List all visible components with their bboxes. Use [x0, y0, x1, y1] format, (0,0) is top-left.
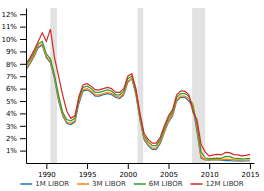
y-tick-mark: [20, 151, 26, 152]
y-tick-mark: [20, 101, 26, 102]
y-axis-line: [26, 9, 27, 164]
x-tick-mark: [87, 163, 88, 169]
y-tick-label: 2%: [6, 135, 17, 143]
marks: [26, 8, 250, 163]
shaded-band: [138, 8, 144, 163]
legend-swatch: [77, 183, 89, 185]
x-tick-label: 2015: [242, 171, 260, 179]
x-tick-mark: [128, 163, 129, 169]
y-tick-label: 4%: [6, 110, 17, 118]
y-tick-mark: [20, 27, 26, 28]
legend-item: 6M LIBOR: [134, 180, 183, 188]
x-tick: 1990: [38, 163, 56, 179]
x-axis-line: [27, 163, 255, 164]
chart-container: 1M LIBOR3M LIBOR6M LIBOR12M LIBOR1990199…: [0, 0, 264, 191]
legend-item: 3M LIBOR: [77, 180, 126, 188]
legend-label: 3M LIBOR: [92, 180, 126, 188]
x-tick-label: 1995: [79, 171, 97, 179]
x-tick-mark: [209, 163, 210, 169]
y-tick-label: 8%: [6, 61, 17, 69]
x-tick-label: 1990: [38, 171, 56, 179]
y-tick: 7%: [6, 73, 26, 81]
y-tick: 4%: [6, 110, 26, 118]
y-tick-mark: [20, 64, 26, 65]
y-tick-label: 7%: [6, 73, 17, 81]
legend-swatch: [191, 183, 203, 185]
y-tick-mark: [20, 126, 26, 127]
legend-item: 12M LIBOR: [191, 180, 244, 188]
x-tick: 2010: [201, 163, 219, 179]
y-tick-mark: [20, 51, 26, 52]
y-tick-label: 1%: [6, 147, 17, 155]
y-tick-mark: [20, 14, 26, 15]
legend-swatch: [20, 183, 32, 185]
x-tick-mark: [250, 163, 251, 169]
y-tick-label: 12%: [1, 11, 17, 19]
y-tick: 3%: [6, 123, 26, 131]
chart: 1M LIBOR3M LIBOR6M LIBOR12M LIBOR1990199…: [0, 0, 264, 191]
y-tick-label: 3%: [6, 123, 17, 131]
x-axis: 1990 1995 2000 2005 2010 2015: [27, 163, 260, 179]
y-tick: 5%: [6, 98, 26, 106]
y-tick-label: 11%: [1, 23, 17, 31]
y-tick-label: 5%: [6, 98, 17, 106]
y-tick-mark: [20, 89, 26, 90]
y-tick: 6%: [6, 85, 26, 93]
x-tick-mark: [169, 163, 170, 169]
y-axis: 1% 2% 3% 4% 5% 6% 7% 8% 9% 10% 11% 12%: [1, 9, 26, 164]
y-tick-label: 9%: [6, 48, 17, 56]
legend-swatch: [134, 183, 146, 185]
y-tick: 12%: [1, 11, 26, 19]
y-tick: 2%: [6, 135, 26, 143]
y-tick-mark: [20, 76, 26, 77]
legend-label: 1M LIBOR: [35, 180, 69, 188]
x-tick: 2005: [160, 163, 178, 179]
x-tick: 1995: [79, 163, 97, 179]
y-tick-mark: [20, 138, 26, 139]
series-line: [26, 29, 250, 156]
legend-label: 6M LIBOR: [149, 180, 183, 188]
x-tick-label: 2005: [160, 171, 178, 179]
y-tick: 9%: [6, 48, 26, 56]
legend-item: 1M LIBOR: [20, 180, 69, 188]
y-tick-mark: [20, 113, 26, 114]
x-tick-label: 2000: [119, 171, 137, 179]
x-tick-label: 2010: [201, 171, 219, 179]
plot: 1990 1995 2000 2005 2010 2015 1% 2% 3% 4% 5% 6% 7% 8%…: [1, 8, 259, 179]
x-tick: 2000: [119, 163, 137, 179]
x-tick-mark: [46, 163, 47, 169]
y-tick: 11%: [1, 23, 26, 31]
y-tick: 8%: [6, 61, 26, 69]
y-tick-label: 6%: [6, 85, 17, 93]
legend: 1M LIBOR 3M LIBOR 6M LIBOR 12M LIBOR: [20, 180, 244, 188]
y-tick-label: 10%: [1, 36, 17, 44]
y-tick: 1%: [6, 147, 26, 155]
y-tick-mark: [20, 39, 26, 40]
y-tick: 10%: [1, 36, 26, 44]
x-tick: 2015: [242, 163, 260, 179]
legend-label: 12M LIBOR: [206, 180, 244, 188]
